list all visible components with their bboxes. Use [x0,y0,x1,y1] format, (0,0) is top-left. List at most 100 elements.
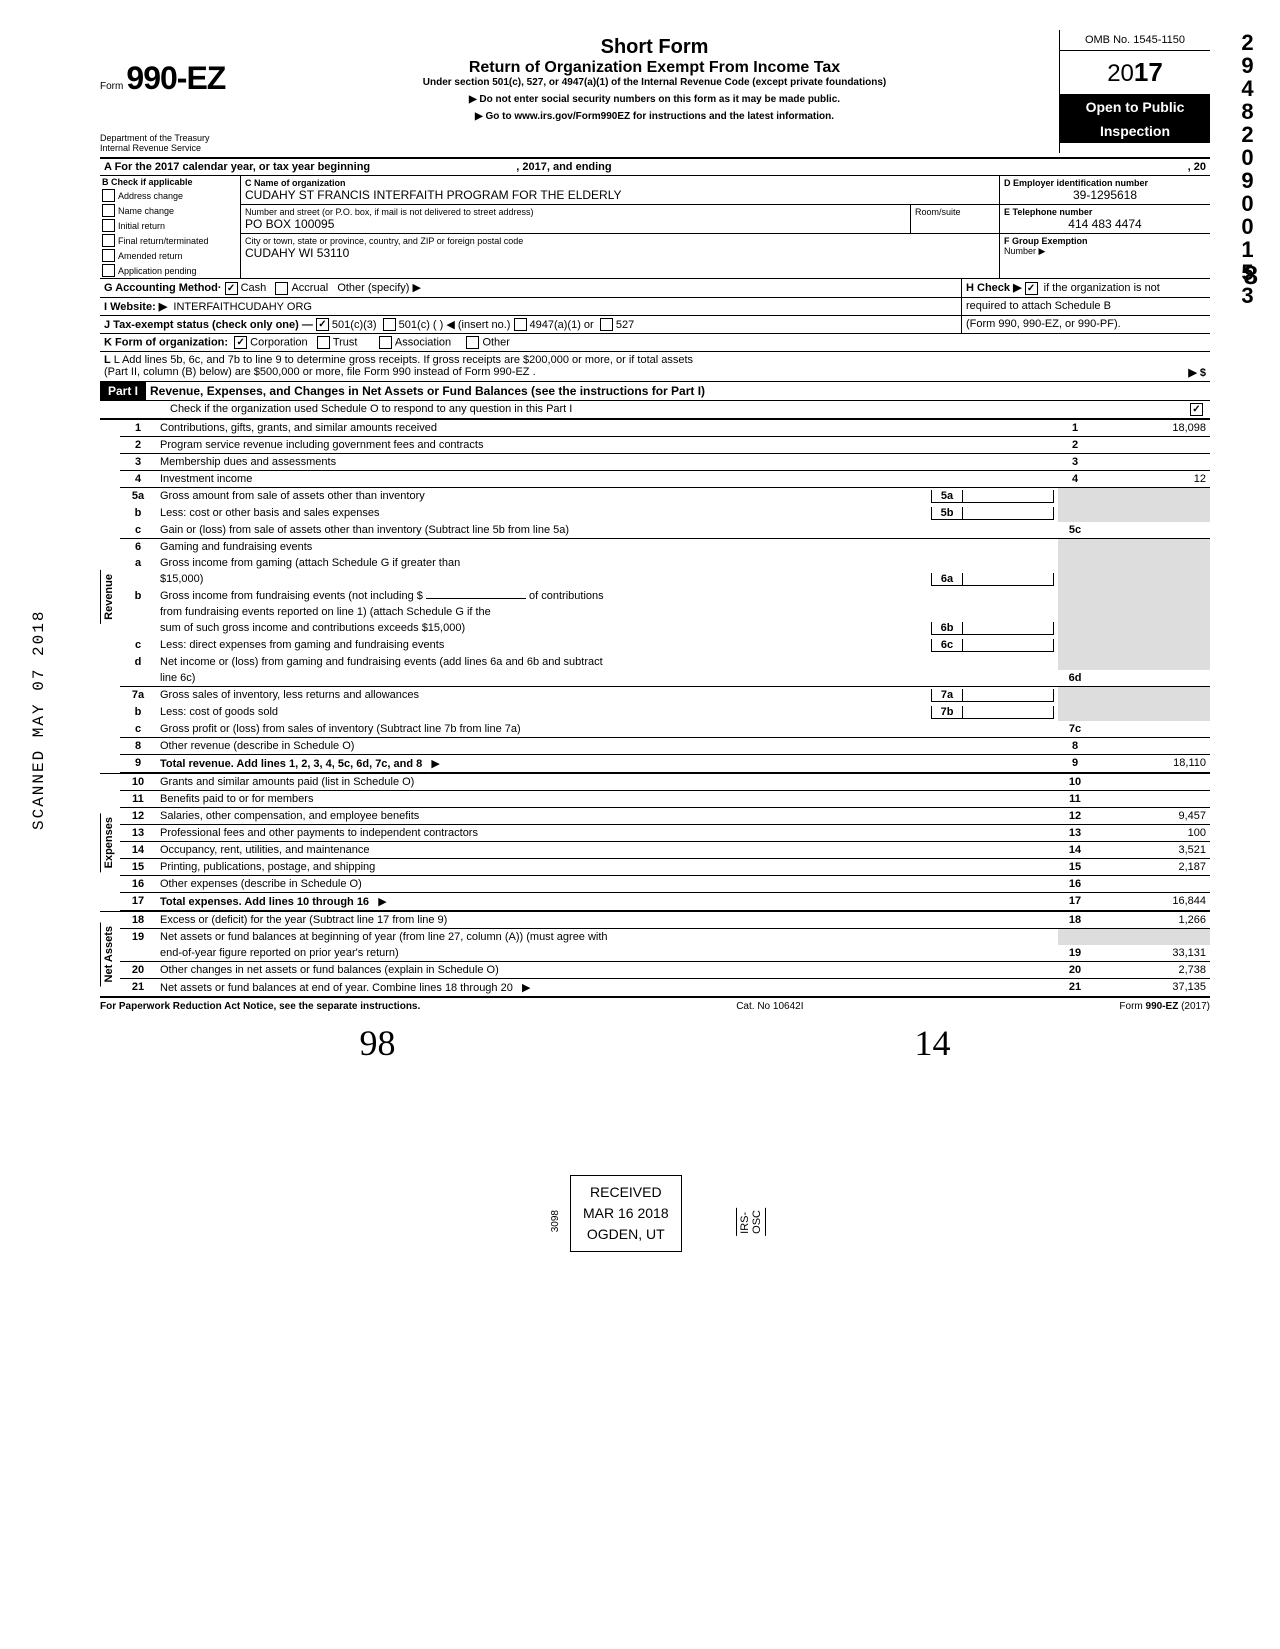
checkbox-501c[interactable] [383,318,396,331]
signature-2: 14 [915,1022,951,1064]
checkbox-4947[interactable] [514,318,527,331]
website-value: INTERFAITHCUDAHY ORG [173,301,312,313]
line-7c-val [1092,721,1210,738]
line-6a-text2: $15,000) [160,573,203,585]
c-label: C Name of organization [245,178,346,188]
checkbox-address-change[interactable] [102,189,115,202]
open-inspection-1: Open to Public [1060,95,1210,119]
j-501c3: 501(c)(3) [332,319,377,331]
checkbox-corp[interactable]: ✓ [234,336,247,349]
phone-value: 414 483 4474 [1004,217,1206,231]
checkbox-501c3[interactable]: ✓ [316,318,329,331]
k-trust: Trust [333,337,358,349]
checkbox-initial-return[interactable] [102,219,115,232]
part-1-header: Part I [100,382,146,400]
k-assoc: Association [395,337,451,349]
line-16-val [1092,876,1210,893]
checkbox-trust[interactable] [317,336,330,349]
form-title-2: Return of Organization Exempt From Incom… [258,59,1051,77]
received-stamp: RECEIVED MAR 16 2018 OGDEN, UT [570,1175,682,1252]
j-insert: ) ◀ (insert no.) [440,319,511,331]
line-18-text: Excess or (deficit) for the year (Subtra… [156,912,1058,929]
year-prefix: 20 [1107,60,1134,87]
line-17-text: Total expenses. Add lines 10 through 16 [160,896,369,908]
line-20-val: 2,738 [1092,962,1210,979]
line-9-text: Total revenue. Add lines 1, 2, 3, 4, 5c,… [160,758,422,770]
line-13-text: Professional fees and other payments to … [156,825,1058,842]
form-title-1: Short Form [258,36,1051,59]
k-other: Other [482,337,510,349]
line-20-text: Other changes in net assets or fund bala… [156,962,1058,979]
l-text2: (Part II, column (B) below) are $500,000… [104,366,536,378]
checkbox-cash[interactable]: ✓ [225,282,238,295]
checkbox-h[interactable]: ✓ [1025,282,1038,295]
line-1-text: Contributions, gifts, grants, and simila… [156,420,1058,437]
b-header: B Check if applicable [102,177,193,187]
k-label: K Form of organization: [104,337,228,349]
l-text: L Add lines 5b, 6c, and 7b to line 9 to … [114,354,693,366]
line-7a-text: Gross sales of inventory, less returns a… [160,689,419,701]
b-item-1: Name change [118,206,174,216]
checkbox-pending[interactable] [102,264,115,277]
irs-osc-stamp: IRS-OSC [736,1208,766,1236]
line-6c-text: Less: direct expenses from gaming and fu… [160,639,444,651]
open-inspection-2: Inspection [1060,119,1210,143]
checkbox-amended[interactable] [102,249,115,262]
part-1-check: Check if the organization used Schedule … [170,403,572,415]
line-3-text: Membership dues and assessments [156,454,1058,471]
line-6d-text2: line 6c) [156,670,1058,687]
stamp-location: OGDEN, UT [587,1226,665,1242]
line-13-val: 100 [1092,825,1210,842]
line-6d-val [1092,670,1210,687]
line-2-val [1092,437,1210,454]
h-text2: required to attach Schedule B [966,300,1111,312]
line-14-val: 3,521 [1092,842,1210,859]
org-address: PO BOX 100095 [245,217,334,231]
row-a: A For the 2017 calendar year, or tax yea… [100,159,1210,176]
omb-number: OMB No. 1545-1150 [1060,30,1210,51]
g-label: G Accounting Method· [104,282,222,294]
stamp-received: RECEIVED [590,1184,662,1200]
line-4-text: Investment income [156,471,1058,488]
form-number: 990-EZ [126,60,225,96]
checkbox-accrual[interactable] [275,282,288,295]
ein-value: 39-1295618 [1004,188,1206,202]
b-item-2: Initial return [118,221,165,231]
line-10-text: Grants and similar amounts paid (list in… [156,774,1058,791]
h-label: H Check ▶ [966,282,1022,294]
checkbox-527[interactable] [600,318,613,331]
line-5b-text: Less: cost or other basis and sales expe… [160,507,380,519]
line-8-text: Other revenue (describe in Schedule O) [156,738,1058,755]
checkbox-assoc[interactable] [379,336,392,349]
j-4947: 4947(a)(1) or [530,319,594,331]
dept-treasury: Department of the Treasury [100,133,250,143]
part-1-desc: Revenue, Expenses, and Changes in Net As… [146,382,709,400]
line-1-val: 18,098 [1092,420,1210,437]
signature-1: 98 [360,1022,396,1064]
line-9-val: 18,110 [1092,755,1210,773]
form-subtitle: Under section 501(c), 527, or 4947(a)(1)… [258,77,1051,88]
g-cash: Cash [241,282,267,294]
stamp-3098: 3098 [550,1210,561,1232]
b-item-5: Application pending [118,266,197,276]
net-assets-label: Net Assets [100,922,117,986]
checkbox-final-return[interactable] [102,234,115,247]
form-prefix: Form [100,81,123,92]
e-label: E Telephone number [1004,207,1092,217]
line-7b-text: Less: cost of goods sold [160,706,278,718]
line-19-val: 33,131 [1092,945,1210,962]
d-label: D Employer identification number [1004,178,1148,188]
line-21-text: Net assets or fund balances at end of ye… [160,982,513,994]
b-item-3: Final return/terminated [118,236,209,246]
dept-irs: Internal Revenue Service [100,143,250,153]
line-3-val [1092,454,1210,471]
line-10-val [1092,774,1210,791]
footer-left: For Paperwork Reduction Act Notice, see … [100,1001,420,1012]
checkbox-schedule-o[interactable]: ✓ [1190,403,1203,416]
checkbox-name-change[interactable] [102,204,115,217]
line-8-val [1092,738,1210,755]
line-6a-text: Gross income from gaming (attach Schedul… [160,557,460,569]
footer-mid: Cat. No 10642I [736,1001,803,1012]
checkbox-other[interactable] [466,336,479,349]
b-item-0: Address change [118,191,183,201]
